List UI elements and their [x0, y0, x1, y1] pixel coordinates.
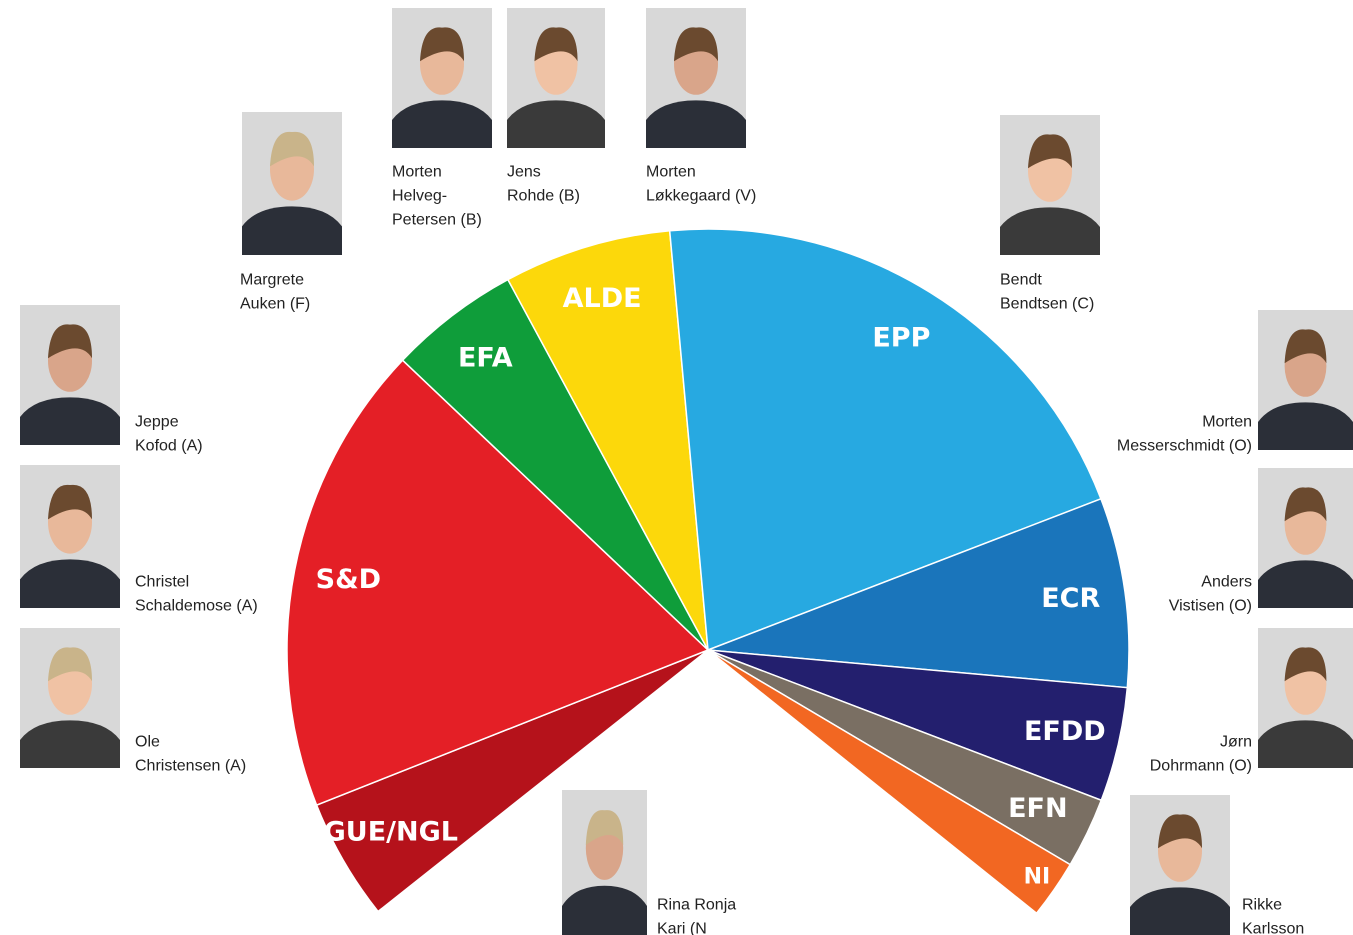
- portrait: Anders Vistisen (O): [1169, 468, 1353, 614]
- person-name: Anders: [1201, 573, 1252, 590]
- person-name: Dohrmann (O): [1150, 757, 1252, 774]
- photo-hair: [48, 484, 92, 520]
- wedge: [707, 649, 1072, 915]
- person-name: Jeppe: [135, 413, 179, 430]
- photo-hair: [674, 27, 718, 62]
- person-name: Petersen (B): [392, 211, 482, 228]
- wedge-label: EFDD: [1024, 716, 1106, 747]
- photo-hair: [420, 27, 464, 62]
- person-name: Morten: [392, 163, 442, 180]
- photo-body: [1258, 402, 1353, 450]
- person-name: Bendt: [1000, 271, 1042, 288]
- photo-hair: [1284, 647, 1327, 682]
- photo-body: [507, 100, 605, 148]
- person-name: Morten: [646, 163, 696, 180]
- wedge-label: EPP: [872, 322, 930, 353]
- person-name: Jens: [507, 163, 541, 180]
- photo-body: [1000, 207, 1100, 255]
- photo-body: [20, 559, 120, 608]
- photo-hair: [534, 27, 578, 62]
- person-name: Kofod (A): [135, 437, 203, 454]
- photo-hair: [1158, 814, 1202, 849]
- person-name: Løkkegaard (V): [646, 187, 756, 204]
- wedge-label: S&D: [316, 564, 381, 595]
- photo-hair: [270, 131, 314, 167]
- person-name: Rina Ronja: [657, 896, 736, 913]
- person-name: Morten: [1202, 413, 1252, 430]
- photo-hair: [48, 647, 92, 682]
- photo-body: [20, 720, 120, 768]
- person-name: Bendtsen (C): [1000, 295, 1094, 312]
- portrait: Jens Rohde (B): [507, 8, 605, 204]
- person-name: Christensen (A): [135, 757, 246, 774]
- person-name: Ole: [135, 733, 160, 750]
- wedge: [286, 359, 710, 807]
- portrait: Morten Løkkegaard (V): [646, 8, 756, 204]
- wedge: [668, 228, 1102, 652]
- wedge-label: EFN: [1008, 793, 1067, 824]
- wedge-label: GUE/NGL: [324, 817, 458, 848]
- portrait: Margrete Auken (F): [240, 112, 342, 312]
- person-name: Vistisen (O): [1169, 597, 1252, 614]
- photo-hair: [1284, 487, 1327, 522]
- photo-body: [1258, 560, 1353, 608]
- person-name: Auken (F): [240, 295, 310, 312]
- person-name: Jørn: [1220, 733, 1252, 750]
- wedge: [506, 229, 709, 651]
- photo-body: [1130, 887, 1230, 935]
- photo-hair: [585, 810, 624, 846]
- portrait: Jeppe Kofod (A): [20, 305, 203, 454]
- photo-body: [1258, 720, 1353, 768]
- portrait: Jørn Dohrmann (O): [1150, 628, 1353, 774]
- photo-body: [392, 100, 492, 148]
- person-name: Rikke: [1242, 896, 1282, 913]
- person-name: Rohde (B): [507, 187, 580, 204]
- portrait: Ole Christensen (A): [20, 628, 246, 774]
- person-name: Messerschmidt (O): [1117, 437, 1252, 454]
- wedge: [707, 497, 1130, 689]
- photo-body: [562, 885, 647, 935]
- portrait: Christel Schaldemose (A): [20, 465, 258, 614]
- portrait: Rikke Karlsson: [1130, 795, 1304, 935]
- photo-body: [242, 206, 342, 255]
- wedge-label: NI: [1024, 865, 1051, 890]
- wedge-label: EFA: [458, 343, 513, 374]
- photo-hair: [1028, 134, 1072, 169]
- wedge-label: ALDE: [563, 283, 642, 314]
- person-name: Helveg-: [392, 187, 447, 204]
- photo-body: [20, 397, 120, 445]
- portrait: Rina Ronja Kari (N: [562, 790, 736, 935]
- photo-hair: [48, 324, 92, 359]
- portrait: Morten Messerschmidt (O): [1117, 310, 1353, 454]
- photo-body: [646, 100, 746, 148]
- person-name: Kari (N: [657, 920, 707, 935]
- person-name: Margrete: [240, 271, 304, 288]
- person-name: Christel: [135, 573, 189, 590]
- portrait: Bendt Bendtsen (C): [1000, 115, 1100, 312]
- portrait: Morten Helveg- Petersen (B): [392, 8, 492, 228]
- person-name: Karlsson: [1242, 920, 1304, 935]
- photo-hair: [1284, 329, 1327, 364]
- wedge-label: ECR: [1041, 583, 1100, 614]
- person-name: Schaldemose (A): [135, 597, 258, 614]
